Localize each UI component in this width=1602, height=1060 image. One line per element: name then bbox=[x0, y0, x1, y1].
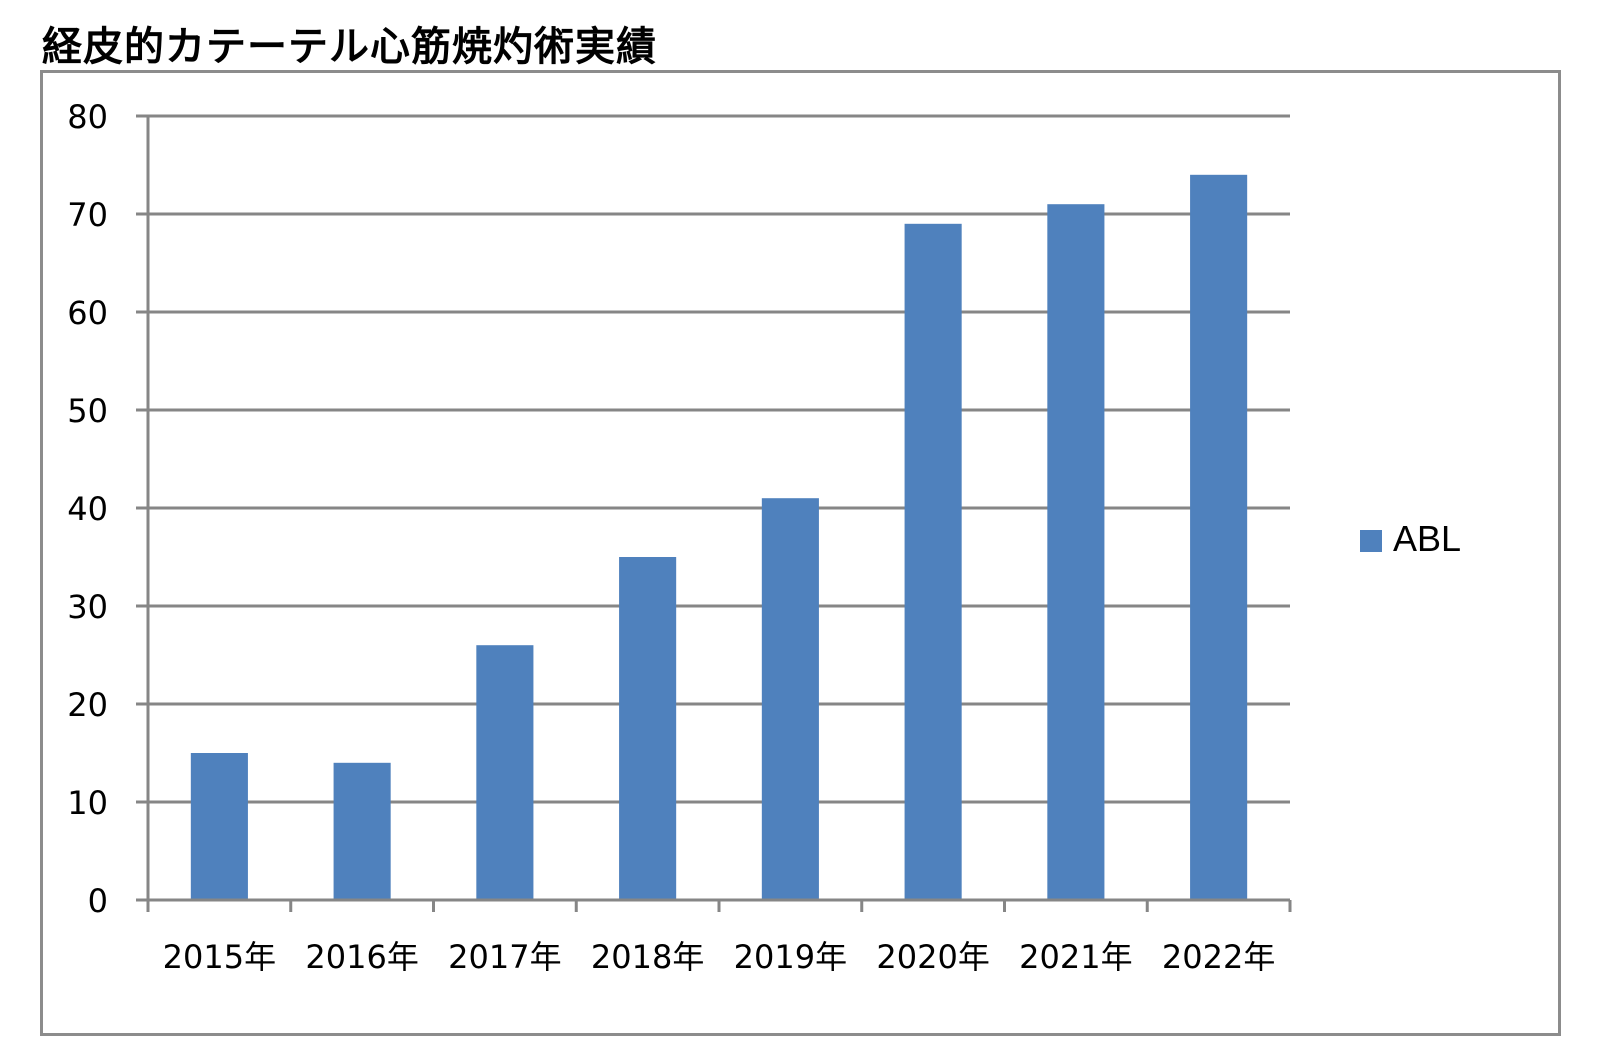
y-tick-label-80: 80 bbox=[67, 98, 108, 136]
y-tick-label-20: 20 bbox=[67, 686, 108, 724]
chart-frame bbox=[40, 70, 1561, 1036]
bar-2022年 bbox=[1190, 174, 1248, 901]
gridlines bbox=[148, 114, 1290, 804]
x-tick-label-3: 2018年 bbox=[591, 938, 704, 976]
y-tick-label-60: 60 bbox=[67, 294, 108, 332]
y-tick-label-30: 30 bbox=[67, 588, 108, 626]
x-tick-label-4: 2019年 bbox=[734, 938, 847, 976]
bars bbox=[190, 174, 1248, 901]
legend-swatch-abl bbox=[1360, 530, 1382, 552]
bar-2019年 bbox=[761, 498, 819, 900]
y-tick-label-50: 50 bbox=[67, 392, 108, 430]
tick-labels: 0 10 20 30 40 50 60 70 80 2015年 2016年 2017年 2018年 201… bbox=[67, 98, 1275, 976]
legend: ABL bbox=[1360, 518, 1461, 559]
x-tick-label-2: 2017年 bbox=[448, 938, 561, 976]
axes bbox=[136, 114, 1292, 912]
x-tick-label-7: 2022年 bbox=[1162, 938, 1275, 976]
y-tick-label-70: 70 bbox=[67, 196, 108, 234]
bar-2015年 bbox=[190, 753, 248, 900]
x-tick-label-0: 2015年 bbox=[163, 938, 276, 976]
chart-title: 経皮的カテーテル心筋焼灼術実績 bbox=[42, 24, 657, 70]
bar-2017年 bbox=[476, 645, 534, 900]
y-tick-label-40: 40 bbox=[67, 490, 108, 528]
bar-2016年 bbox=[333, 762, 391, 900]
x-tick-label-6: 2021年 bbox=[1019, 938, 1132, 976]
x-tick-label-5: 2020年 bbox=[876, 938, 989, 976]
bar-2020年 bbox=[904, 223, 962, 901]
legend-label-abl: ABL bbox=[1393, 518, 1461, 559]
bar-2021年 bbox=[1047, 204, 1105, 900]
y-tick-label-10: 10 bbox=[67, 784, 108, 822]
bar-2018年 bbox=[619, 557, 677, 900]
x-tick-label-1: 2016年 bbox=[305, 938, 418, 976]
y-tick-label-0: 0 bbox=[88, 882, 108, 920]
